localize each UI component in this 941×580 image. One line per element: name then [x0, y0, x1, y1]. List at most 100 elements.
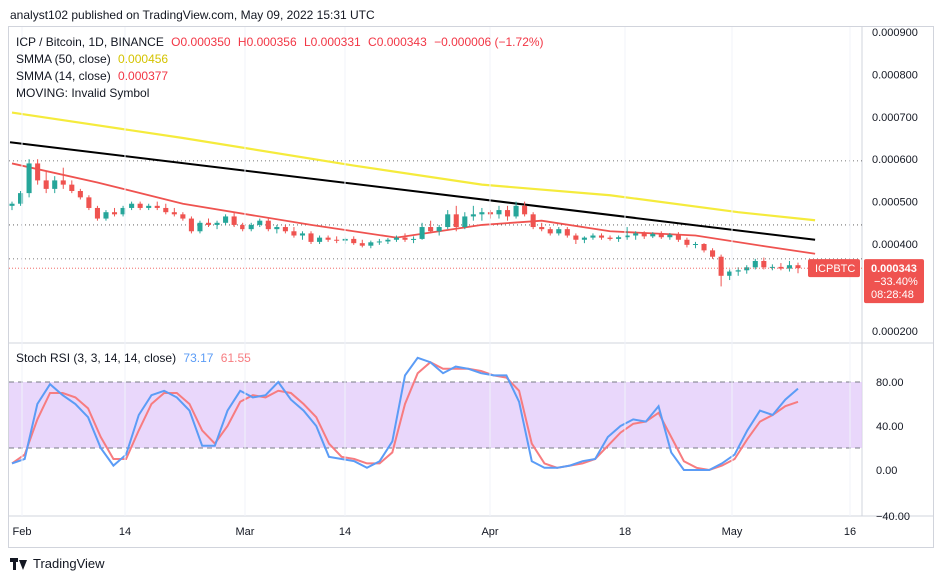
price-tick-label: 0.000500 — [872, 197, 918, 209]
candle-body — [462, 216, 468, 228]
candle-body — [692, 244, 699, 245]
candle-body — [291, 231, 297, 236]
candle-body — [299, 233, 306, 236]
candle-body — [18, 193, 24, 204]
candle-body — [154, 205, 160, 208]
candle-body — [564, 229, 570, 236]
candle-body — [667, 234, 673, 238]
chart-frame — [8, 26, 934, 548]
trendline — [9, 141, 816, 241]
candle-body — [496, 210, 502, 215]
candle-body — [513, 205, 519, 217]
candle-body — [205, 222, 212, 225]
stoch-tick-label: −40.00 — [876, 511, 910, 523]
candle-body — [402, 237, 408, 240]
candle-body — [240, 224, 246, 230]
smma14-label: SMMA (14, close) — [16, 69, 111, 83]
smma14-line — [11, 162, 816, 255]
smma50-line — [11, 111, 816, 222]
candle-body — [282, 227, 288, 232]
time-tick-label: 14 — [339, 526, 351, 538]
candle-body — [607, 237, 613, 239]
candle-body — [479, 212, 485, 215]
moving-text: MOVING: Invalid Symbol — [16, 86, 150, 100]
symbol-tag-box — [808, 259, 860, 278]
candle-body — [197, 222, 203, 232]
candle-body — [641, 233, 647, 237]
symbol-legend[interactable]: ICP / Bitcoin, 1D, BINANCE O0.000350 H0.… — [16, 34, 548, 50]
smma50-label: SMMA (50, close) — [16, 52, 111, 66]
candle-body — [650, 233, 656, 237]
candle-body — [795, 265, 801, 269]
time-tick-label: 14 — [119, 526, 131, 538]
price-tick-label: 0.000400 — [872, 239, 918, 251]
stoch-axis[interactable]: 80.00 40.00 0.00 −40.00 — [876, 377, 910, 523]
candle-body — [573, 235, 579, 240]
candle-body — [351, 238, 357, 244]
smma50-legend[interactable]: SMMA (50, close) 0.000456 — [16, 51, 172, 67]
price-tag-box — [864, 259, 924, 304]
candle-body — [590, 235, 596, 238]
candle-body — [35, 163, 41, 181]
stoch-legend[interactable]: Stoch RSI (3, 3, 14, 14, close) 73.17 61… — [16, 350, 255, 366]
candle-body — [376, 241, 382, 243]
candle-body — [180, 214, 186, 219]
candle-body — [633, 233, 639, 236]
price-tag-price: 0.000343 — [871, 263, 917, 275]
stoch-rsi-pane[interactable] — [9, 356, 862, 472]
footer-brand-text: TradingView — [33, 556, 105, 571]
smma50-value: 0.000456 — [118, 52, 169, 66]
stoch-label: Stoch RSI (3, 3, 14, 14, close) — [16, 351, 177, 365]
ohlc-open: O0.000350 — [171, 35, 231, 49]
candle-body — [522, 205, 528, 215]
candle-body — [411, 238, 417, 240]
stoch-d-line — [11, 360, 799, 472]
stoch-tick-label: 80.00 — [876, 377, 904, 389]
price-pane[interactable] — [9, 111, 862, 287]
price-tag-change: −33.40% — [874, 276, 918, 288]
candle-body — [94, 207, 100, 219]
stoch-tick-label: 0.00 — [876, 465, 897, 477]
candle-body — [52, 180, 58, 189]
candle-body — [735, 270, 741, 272]
candle-body — [701, 244, 707, 251]
footer-brand[interactable]: TradingView — [10, 556, 105, 571]
time-axis[interactable]: Feb 14 Mar 14 Apr 18 May 16 — [13, 27, 857, 538]
smma14-legend[interactable]: SMMA (14, close) 0.000377 — [16, 68, 172, 84]
candle-body — [223, 216, 229, 223]
candle-body — [231, 216, 237, 225]
tradingview-logo-icon — [10, 557, 28, 570]
candle-body — [334, 239, 340, 241]
candle-body — [675, 234, 681, 240]
candle-body — [658, 233, 664, 238]
candle-body — [137, 203, 143, 208]
candle-body — [556, 229, 562, 234]
candle-body — [171, 212, 177, 215]
candle-body — [393, 237, 399, 240]
candle-body — [188, 218, 194, 232]
symbol-name[interactable]: ICP / Bitcoin, 1D, BINANCE — [16, 35, 164, 49]
candle-body — [547, 229, 553, 234]
candle-body — [598, 235, 605, 238]
price-tick-label: 0.000900 — [872, 27, 918, 39]
candle-body — [761, 260, 767, 268]
candle-body — [103, 212, 109, 219]
candle-body — [129, 203, 135, 208]
candle-body — [445, 214, 451, 228]
time-tick-label: 16 — [844, 526, 856, 538]
stoch-tick-label: 40.00 — [876, 421, 904, 433]
time-tick-label: Feb — [13, 526, 32, 538]
price-axis[interactable]: 0.000900 0.000800 0.000700 0.000600 0.000500… — [872, 27, 918, 338]
candle-body — [453, 214, 459, 228]
candle-body — [752, 260, 758, 268]
ohlc-low: L0.000331 — [303, 35, 361, 49]
candle-body — [325, 237, 331, 240]
moving-legend[interactable]: MOVING: Invalid Symbol — [16, 85, 153, 101]
candle-body — [385, 239, 391, 242]
candle-body — [77, 191, 83, 198]
candle-body — [778, 266, 784, 269]
stoch-k-value: 73.17 — [183, 351, 214, 365]
candle-body — [308, 233, 314, 242]
candle-body — [368, 242, 374, 246]
